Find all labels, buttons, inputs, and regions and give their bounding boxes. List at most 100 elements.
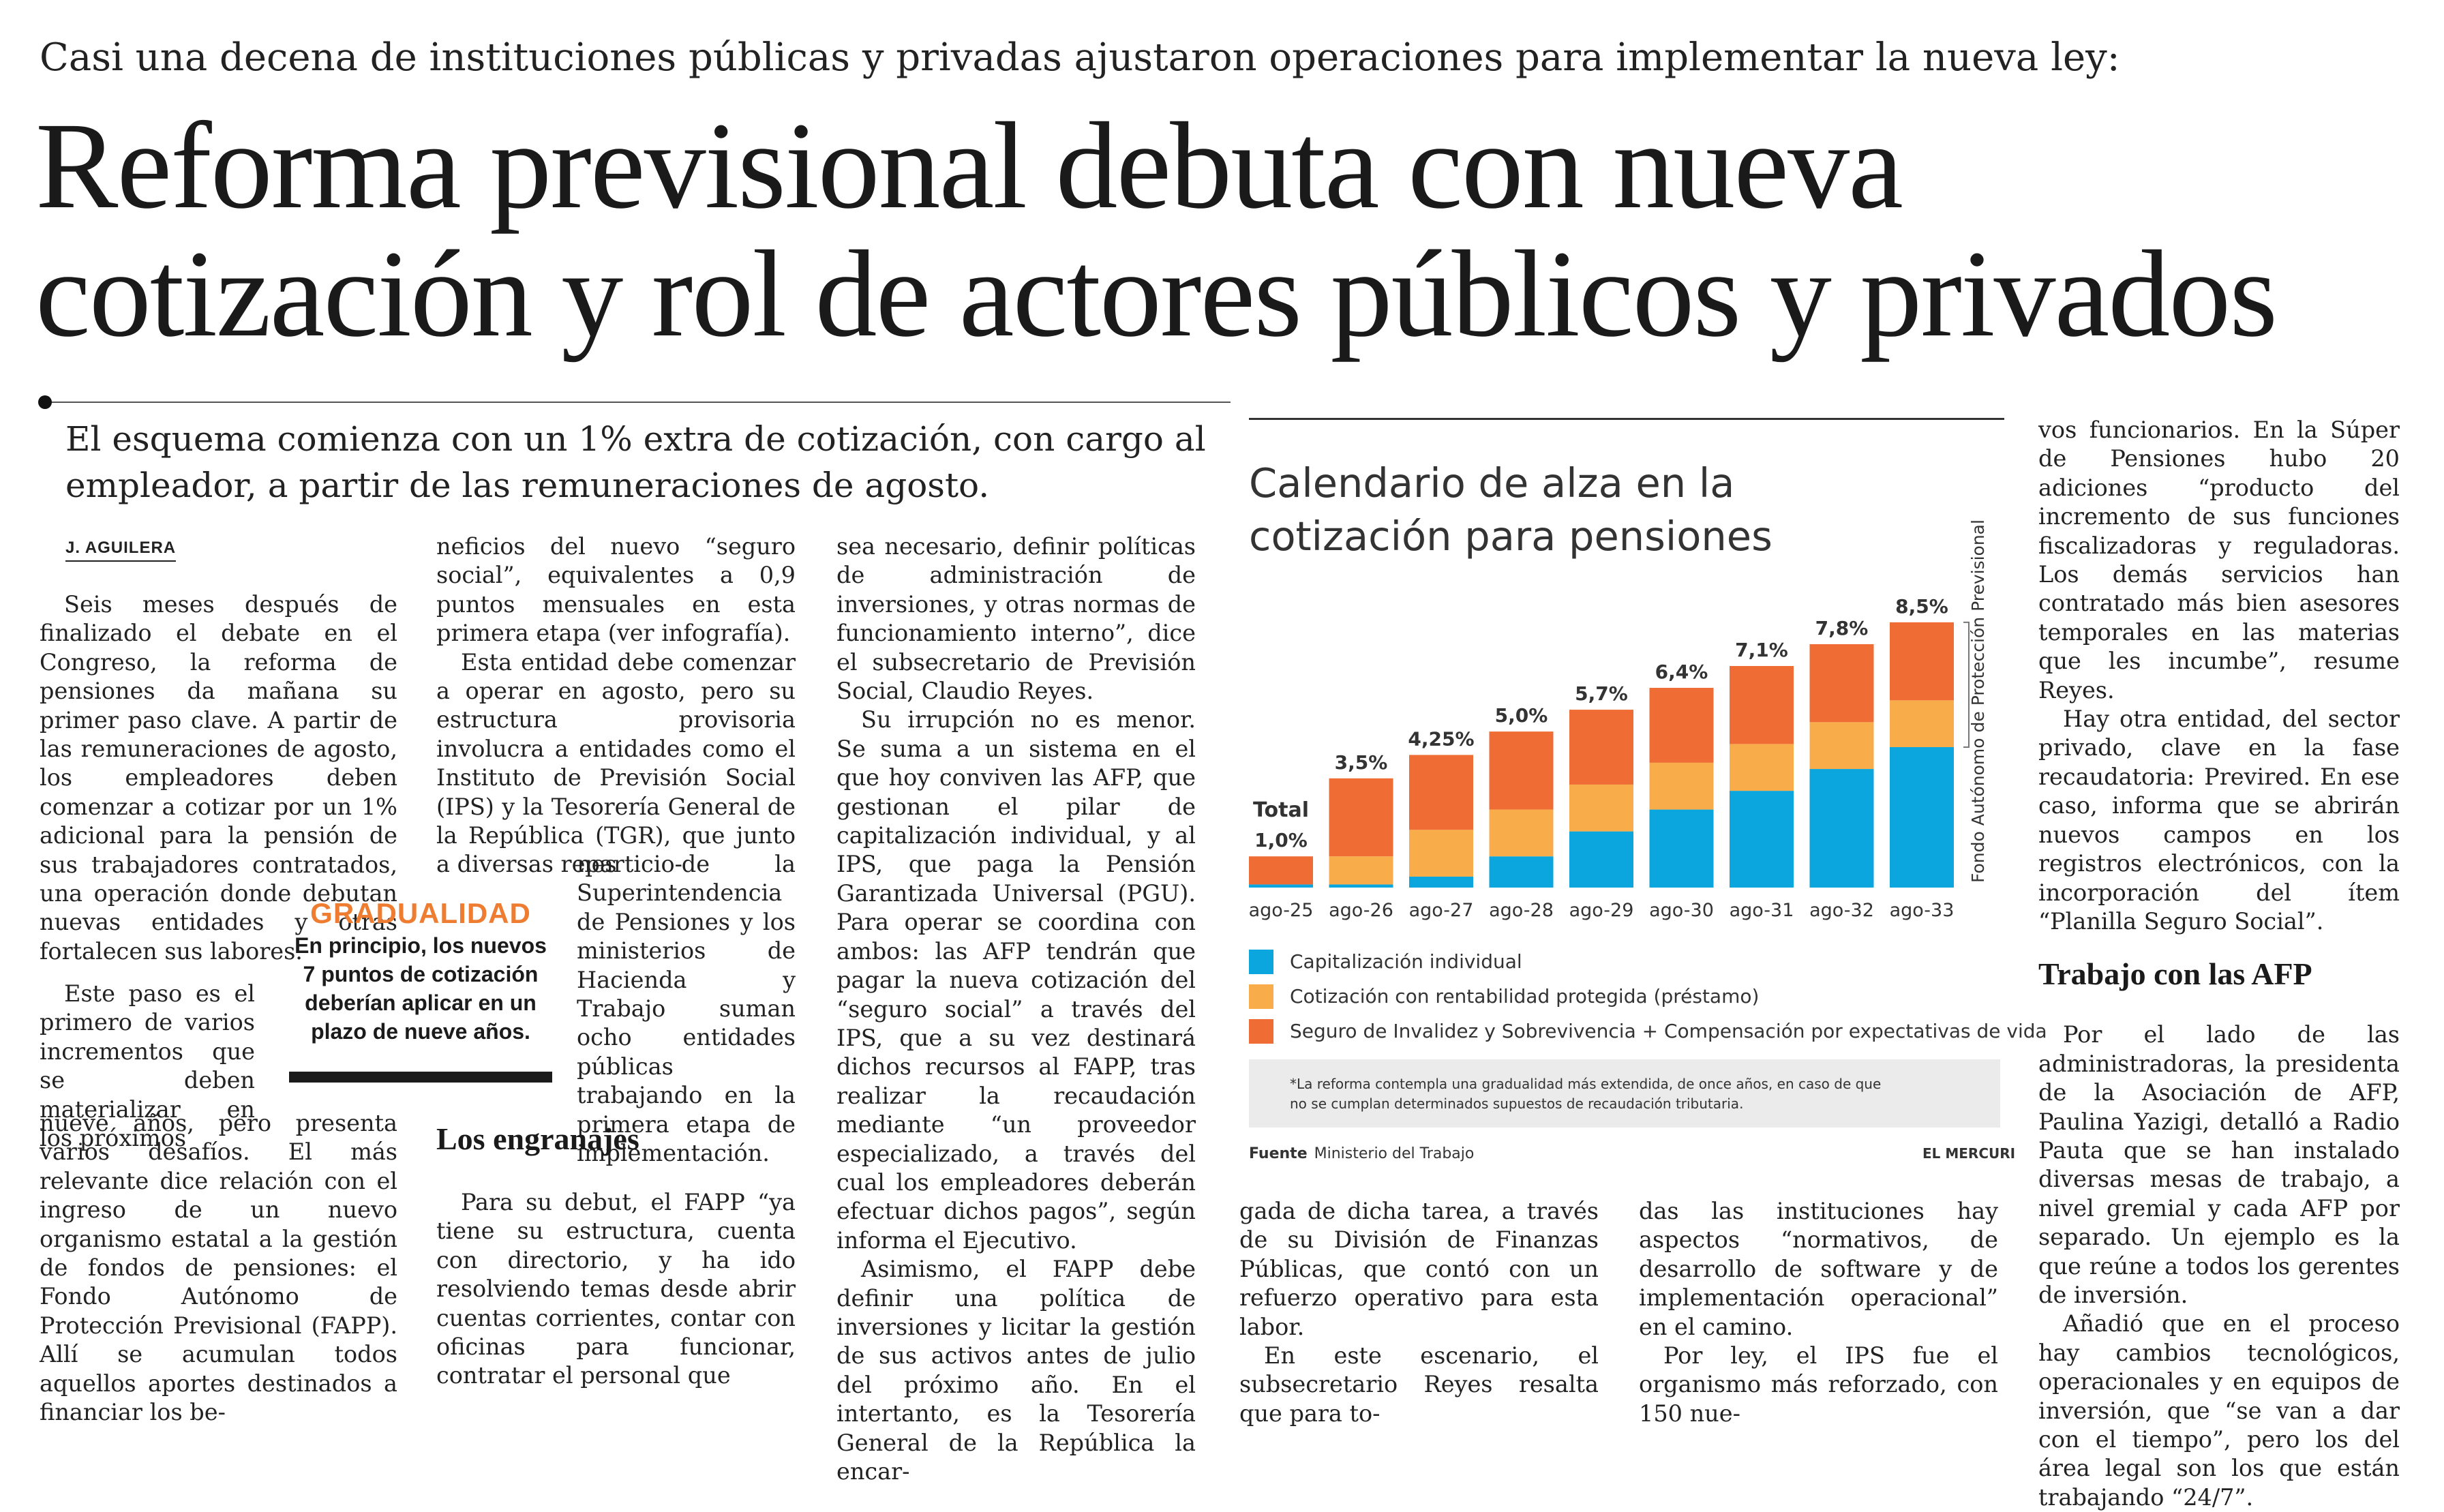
article-paragraph: neficios del nuevo “seguro social”, equi… bbox=[436, 533, 796, 647]
total-label-ago-28: 5,0% bbox=[1495, 704, 1548, 727]
article-paragraph: Este paso es el primero de varios increm… bbox=[40, 980, 255, 1152]
legend-label: Capitalización individual bbox=[1290, 950, 1522, 973]
chart-bracket-label: Fondo Autónomo de Protección Previsional bbox=[1968, 519, 1988, 883]
newspaper-page: Casi una decena de instituciones pública… bbox=[35, 35, 2400, 1511]
subheading-afp: Trabajo con las AFP bbox=[2038, 956, 2312, 992]
total-prefix-label: Total bbox=[1253, 798, 1309, 822]
chart-footnote: *La reforma contempla una gradualidad má… bbox=[1290, 1074, 1972, 1114]
pullquote-title: GRADUALIDAD bbox=[310, 897, 531, 929]
article-paragraph: vos funcionarios. En la Súper de Pension… bbox=[2038, 417, 2400, 704]
article-paragraph: Por ley, el IPS fue el organismo más ref… bbox=[1639, 1342, 1998, 1427]
article-column-4: gada de dicha tarea, a través de su Divi… bbox=[1239, 1197, 1599, 1428]
bar-segment-2-ago-30 bbox=[1649, 762, 1714, 810]
bar-segment-3-ago-31 bbox=[1730, 665, 1794, 744]
section-rule-dot bbox=[38, 395, 52, 409]
article-paragraph: En este escenario, el subsecretario Reye… bbox=[1239, 1342, 1599, 1427]
headline: Reforma previsional debuta con nueva cot… bbox=[35, 102, 2278, 359]
x-tick-ago-28: ago-28 bbox=[1489, 900, 1554, 921]
article-paragraph: nes de la Superintendencia de Pensiones … bbox=[577, 851, 796, 1167]
article-column-1-top: Seis meses después de finalizado el deba… bbox=[40, 590, 397, 966]
chart-title: Calendario de alza en la cotización para… bbox=[1249, 457, 1772, 563]
pullquote-box: GRADUALIDAD En principio, los nuevos 7 p… bbox=[289, 893, 552, 1083]
chart-title-line-1: Calendario de alza en la bbox=[1249, 459, 1735, 506]
bar-segment-3-ago-30 bbox=[1649, 688, 1714, 763]
lead-paragraph: El esquema comienza con un 1% extra de c… bbox=[65, 419, 1206, 505]
total-label-ago-30: 6,4% bbox=[1655, 661, 1708, 683]
x-tick-ago-30: ago-30 bbox=[1649, 900, 1714, 921]
bar-segment-3-ago-27 bbox=[1409, 755, 1473, 830]
bar-segment-3-ago-26 bbox=[1329, 778, 1393, 857]
byline: J. AGUILERA bbox=[65, 539, 177, 562]
subheading-engranajes: Los engranajes bbox=[436, 1121, 639, 1156]
article-paragraph: Hay otra entidad, del sector privado, cl… bbox=[2038, 706, 2400, 935]
article-paragraph: Asimismo, el FAPP debe definir una polít… bbox=[836, 1256, 1196, 1485]
total-label-ago-31: 7,1% bbox=[1735, 639, 1788, 661]
article-column-1-bottom: nueve años, pero presenta varios desafío… bbox=[40, 1109, 397, 1427]
total-label-ago-29: 5,7% bbox=[1575, 682, 1628, 705]
source-value: Ministerio del Trabajo bbox=[1314, 1145, 1475, 1162]
chart-footnote-box: *La reforma contempla una gradualidad má… bbox=[1249, 1059, 2000, 1128]
bar-segment-1-ago-28 bbox=[1489, 856, 1554, 888]
legend-swatch bbox=[1249, 984, 1273, 1009]
chart-title-line-2: cotización para pensiones bbox=[1249, 513, 1772, 560]
bar-segment-2-ago-28 bbox=[1489, 809, 1554, 857]
footnote-line-2: no se cumplan determinados supuestos de … bbox=[1290, 1095, 1744, 1112]
article-column-6: vos funcionarios. En la Súper de Pension… bbox=[2038, 416, 2400, 1512]
article-paragraph: Añadió que en el proceso hay cambios tec… bbox=[2038, 1310, 2400, 1511]
bar-segment-3-ago-28 bbox=[1489, 731, 1554, 810]
article-paragraph: das las instituciones hay aspectos “norm… bbox=[1639, 1198, 1998, 1340]
x-tick-ago-29: ago-29 bbox=[1569, 900, 1634, 921]
x-tick-ago-31: ago-31 bbox=[1730, 900, 1794, 921]
article-paragraph: Para su debut, el FAPP “ya tiene su estr… bbox=[436, 1189, 796, 1389]
bar-segment-3-ago-33 bbox=[1890, 622, 1954, 701]
total-label-ago-33: 8,5% bbox=[1895, 595, 1948, 618]
bar-segment-1-ago-25 bbox=[1249, 884, 1313, 888]
section-rule bbox=[48, 402, 1231, 403]
article-column-2-bottom: Los engranajes Para su debut, el FAPP “y… bbox=[436, 1109, 796, 1391]
bar-segment-3-ago-29 bbox=[1569, 710, 1633, 785]
footnote-line-1: *La reforma contempla una gradualidad má… bbox=[1290, 1076, 1882, 1092]
legend-label: Cotización con rentabilidad protegida (p… bbox=[1290, 985, 1760, 1008]
bar-segment-3-ago-25 bbox=[1249, 856, 1313, 885]
bar-segment-2-ago-33 bbox=[1890, 700, 1954, 747]
article-column-5: das las instituciones hay aspectos “norm… bbox=[1639, 1197, 1998, 1428]
bar-segment-1-ago-26 bbox=[1329, 884, 1393, 888]
graphic-credit: EL MERCURI bbox=[1922, 1145, 2016, 1162]
x-tick-ago-26: ago-26 bbox=[1329, 900, 1393, 921]
bar-segment-3-ago-32 bbox=[1809, 644, 1874, 723]
legend-item: Cotización con rentabilidad protegida (p… bbox=[1249, 979, 2047, 1014]
x-tick-ago-25: ago-25 bbox=[1249, 900, 1314, 921]
bar-segment-2-ago-26 bbox=[1329, 856, 1393, 885]
bar-segment-2-ago-31 bbox=[1730, 744, 1794, 791]
kicker: Casi una decena de instituciones pública… bbox=[40, 35, 2120, 80]
headline-line-2: cotización y rol de actores públicos y p… bbox=[35, 226, 2278, 363]
bar-segment-2-ago-29 bbox=[1569, 784, 1633, 832]
total-label-ago-26: 3,5% bbox=[1335, 751, 1388, 774]
legend-item: Seguro de Invalidez y Sobrevivencia + Co… bbox=[1249, 1014, 2047, 1048]
bar-segment-1-ago-31 bbox=[1730, 791, 1794, 888]
bar-segment-1-ago-33 bbox=[1890, 747, 1954, 888]
article-paragraph: sea necesario, definir políticas de admi… bbox=[836, 533, 1196, 705]
total-label-ago-25: 1,0% bbox=[1254, 829, 1308, 851]
article-column-2-wrap: nes de la Superintendencia de Pensiones … bbox=[577, 850, 796, 1168]
article-column-1-wrap: Este paso es el primero de varios increm… bbox=[40, 980, 255, 1153]
headline-line-1: Reforma previsional debuta con nueva bbox=[35, 97, 1903, 235]
chart-legend: Capitalización individual Cotización con … bbox=[1249, 944, 2047, 1048]
pullquote-text: En principio, los nuevos 7 puntos de cot… bbox=[295, 933, 547, 1044]
total-label-ago-27: 4,25% bbox=[1408, 727, 1474, 750]
legend-swatch bbox=[1249, 1018, 1273, 1044]
x-tick-ago-32: ago-32 bbox=[1809, 900, 1874, 921]
article-paragraph: Seis meses después de finalizado el deba… bbox=[40, 591, 397, 965]
infographic-top-rule bbox=[1249, 418, 2004, 420]
article-paragraph: Por el lado de las administradoras, la p… bbox=[2038, 1021, 2400, 1308]
legend-label: Seguro de Invalidez y Sobrevivencia + Co… bbox=[1290, 1020, 2047, 1042]
article-paragraph: gada de dicha tarea, a través de su Divi… bbox=[1239, 1198, 1599, 1340]
stacked-bar-chart: 1,0% Total ago-25 3,5% ago-26 4,25% ago-27 5,0%… bbox=[1249, 595, 1970, 921]
bar-segment-2-ago-32 bbox=[1809, 722, 1874, 770]
source-label: Fuente bbox=[1249, 1145, 1308, 1162]
x-tick-ago-33: ago-33 bbox=[1890, 900, 1955, 921]
legend-swatch bbox=[1249, 949, 1273, 974]
chart-source: Fuente Ministerio del Trabajo bbox=[1249, 1145, 1474, 1162]
total-label-ago-32: 7,8% bbox=[1815, 617, 1869, 639]
article-column-3: sea necesario, definir políticas de admi… bbox=[836, 532, 1196, 1486]
